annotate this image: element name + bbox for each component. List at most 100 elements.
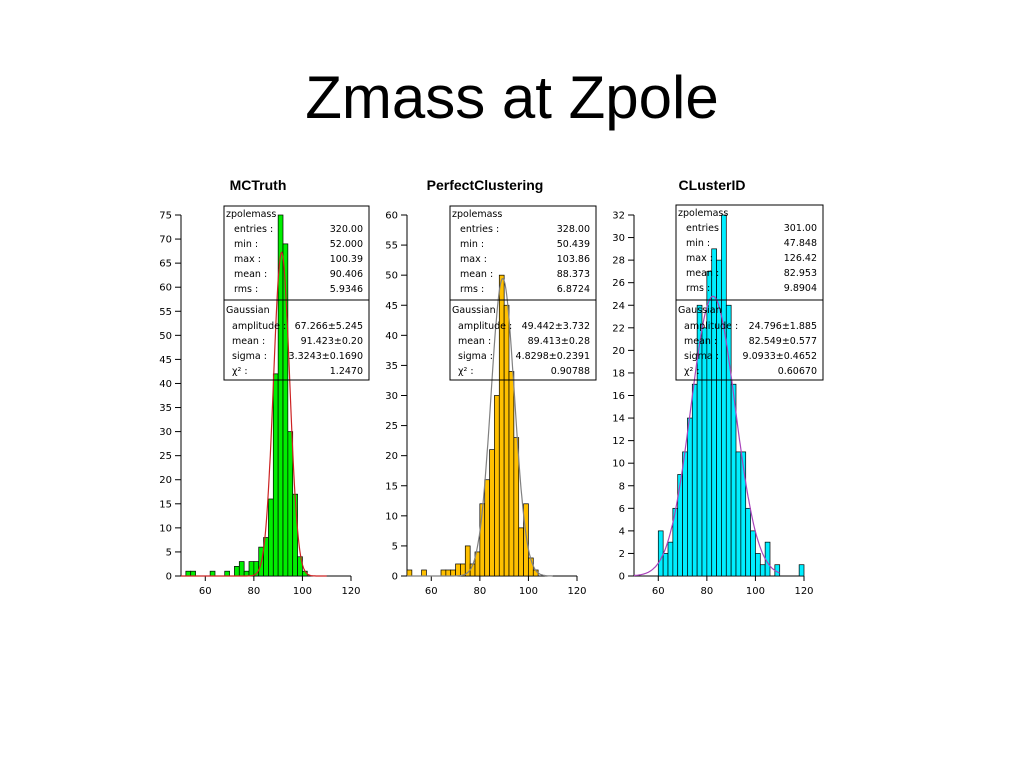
x-tick-label: 80 xyxy=(700,586,713,597)
stats-label: mean : xyxy=(460,269,493,280)
histogram-bar xyxy=(513,437,520,577)
fit-value: 82.549±0.577 xyxy=(749,336,817,347)
fit-label: χ² : xyxy=(458,366,474,377)
y-tick-label: 25 xyxy=(385,421,398,432)
y-tick-label: 20 xyxy=(612,346,625,357)
y-tick-label: 45 xyxy=(385,301,398,312)
histogram-panel-1: MCTruth 0 5 10 15 20 25 30 35 40 45 50 55 60 65 70 75 60 8… xyxy=(159,177,370,597)
stats-box xyxy=(223,205,370,381)
y-tick-label: 0 xyxy=(166,572,172,583)
y-tick-label: 8 xyxy=(619,481,625,492)
fit-name: Gaussian xyxy=(226,305,270,316)
fit-value: 9.0933±0.4652 xyxy=(743,351,817,362)
fit-label: amplitude : xyxy=(684,321,738,332)
y-tick-label: 4 xyxy=(619,526,625,537)
histogram-bar xyxy=(494,395,500,577)
y-tick-label: 0 xyxy=(392,572,398,583)
stats-label: min : xyxy=(234,239,258,250)
histogram-bar xyxy=(287,431,294,577)
fit-label: χ² : xyxy=(232,366,248,377)
fit-name: Gaussian xyxy=(452,305,496,316)
fit-label: sigma : xyxy=(458,351,493,362)
histogram-bar xyxy=(667,541,674,577)
y-tick-label: 20 xyxy=(159,475,172,486)
y-tick-label: 25 xyxy=(159,451,172,462)
y-tick-label: 70 xyxy=(159,235,172,246)
y-tick-label: 10 xyxy=(385,511,398,522)
histogram-bar xyxy=(735,451,742,577)
x-tick-label: 100 xyxy=(519,586,538,597)
panel-title: MCTruth xyxy=(230,177,287,193)
histogram-bar xyxy=(224,570,230,577)
fit-label: mean : xyxy=(232,336,265,347)
histogram-bar xyxy=(518,527,524,577)
histogram-bar xyxy=(243,570,250,577)
x-tick-label: 100 xyxy=(293,586,312,597)
histogram-panel-3: CLusterID0246810121416182022242628303260… xyxy=(612,177,824,597)
histogram-bar xyxy=(750,530,756,577)
histogram-bar xyxy=(740,451,747,577)
histogram-bar xyxy=(508,371,515,577)
histogram-bar xyxy=(662,553,669,577)
stats-value: 320.00 xyxy=(330,224,363,235)
y-tick-label: 40 xyxy=(159,379,172,390)
histogram-bar xyxy=(503,304,510,577)
fit-label: χ² : xyxy=(684,366,700,377)
fit-value: 0.60670 xyxy=(778,366,817,377)
y-tick-label: 12 xyxy=(612,436,625,447)
stats-name: zpolemass xyxy=(678,208,728,219)
y-tick-label: 15 xyxy=(159,499,172,510)
stats-value: 103.86 xyxy=(557,254,590,265)
y-tick-label: 16 xyxy=(612,391,625,402)
stats-box xyxy=(675,204,824,381)
fit-value: 91.423±0.20 xyxy=(301,336,363,347)
fit-label: sigma : xyxy=(684,351,719,362)
histogram-bar xyxy=(190,570,196,577)
histogram-bar xyxy=(691,383,698,577)
x-tick-label: 80 xyxy=(473,586,486,597)
histogram-bars xyxy=(657,214,805,577)
fit-value: 1.2470 xyxy=(330,366,363,377)
histogram-bar xyxy=(450,569,456,577)
x-tick-label: 60 xyxy=(425,586,438,597)
y-tick-label: 5 xyxy=(166,547,172,558)
histogram-bar xyxy=(730,383,737,577)
histogram-bar xyxy=(185,570,192,577)
y-tick-label: 15 xyxy=(385,481,398,492)
stats-value: 301.00 xyxy=(784,223,817,234)
y-tick-label: 2 xyxy=(619,549,625,560)
fit-label: amplitude : xyxy=(458,321,512,332)
stats-label: max : xyxy=(686,253,713,264)
gaussian-fit-curve xyxy=(634,295,780,577)
histogram-bar xyxy=(406,569,413,577)
y-tick-label: 28 xyxy=(612,256,625,267)
histogram-bar xyxy=(455,563,461,577)
y-tick-label: 10 xyxy=(612,459,625,470)
y-tick-label: 5 xyxy=(392,541,398,552)
histogram-bar xyxy=(657,530,664,577)
fit-value: 0.90788 xyxy=(551,366,590,377)
histogram-bar xyxy=(682,451,688,577)
y-tick-label: 24 xyxy=(612,301,625,312)
y-tick-label: 60 xyxy=(159,283,172,294)
histogram-bar xyxy=(706,271,713,577)
stats-value: 100.39 xyxy=(330,254,363,265)
histogram-bar xyxy=(421,569,427,577)
stats-label: mean : xyxy=(686,268,719,279)
y-tick-label: 65 xyxy=(159,259,172,270)
y-tick-label: 0 xyxy=(619,572,625,583)
stats-value: 6.8724 xyxy=(557,284,590,295)
stats-box xyxy=(449,205,597,381)
stats-label: rms : xyxy=(234,284,258,295)
gaussian-fit-curve xyxy=(181,251,327,577)
fit-label: amplitude : xyxy=(232,321,286,332)
y-tick-label: 32 xyxy=(612,211,625,222)
fit-value: 89.413±0.28 xyxy=(528,336,590,347)
y-tick-label: 30 xyxy=(159,427,172,438)
fit-value: 24.796±1.885 xyxy=(749,321,817,332)
y-tick-label: 50 xyxy=(385,271,398,282)
stats-label: min : xyxy=(460,239,484,250)
histogram-bar xyxy=(282,243,289,577)
stats-label: max : xyxy=(460,254,487,265)
stats-label: max : xyxy=(234,254,261,265)
